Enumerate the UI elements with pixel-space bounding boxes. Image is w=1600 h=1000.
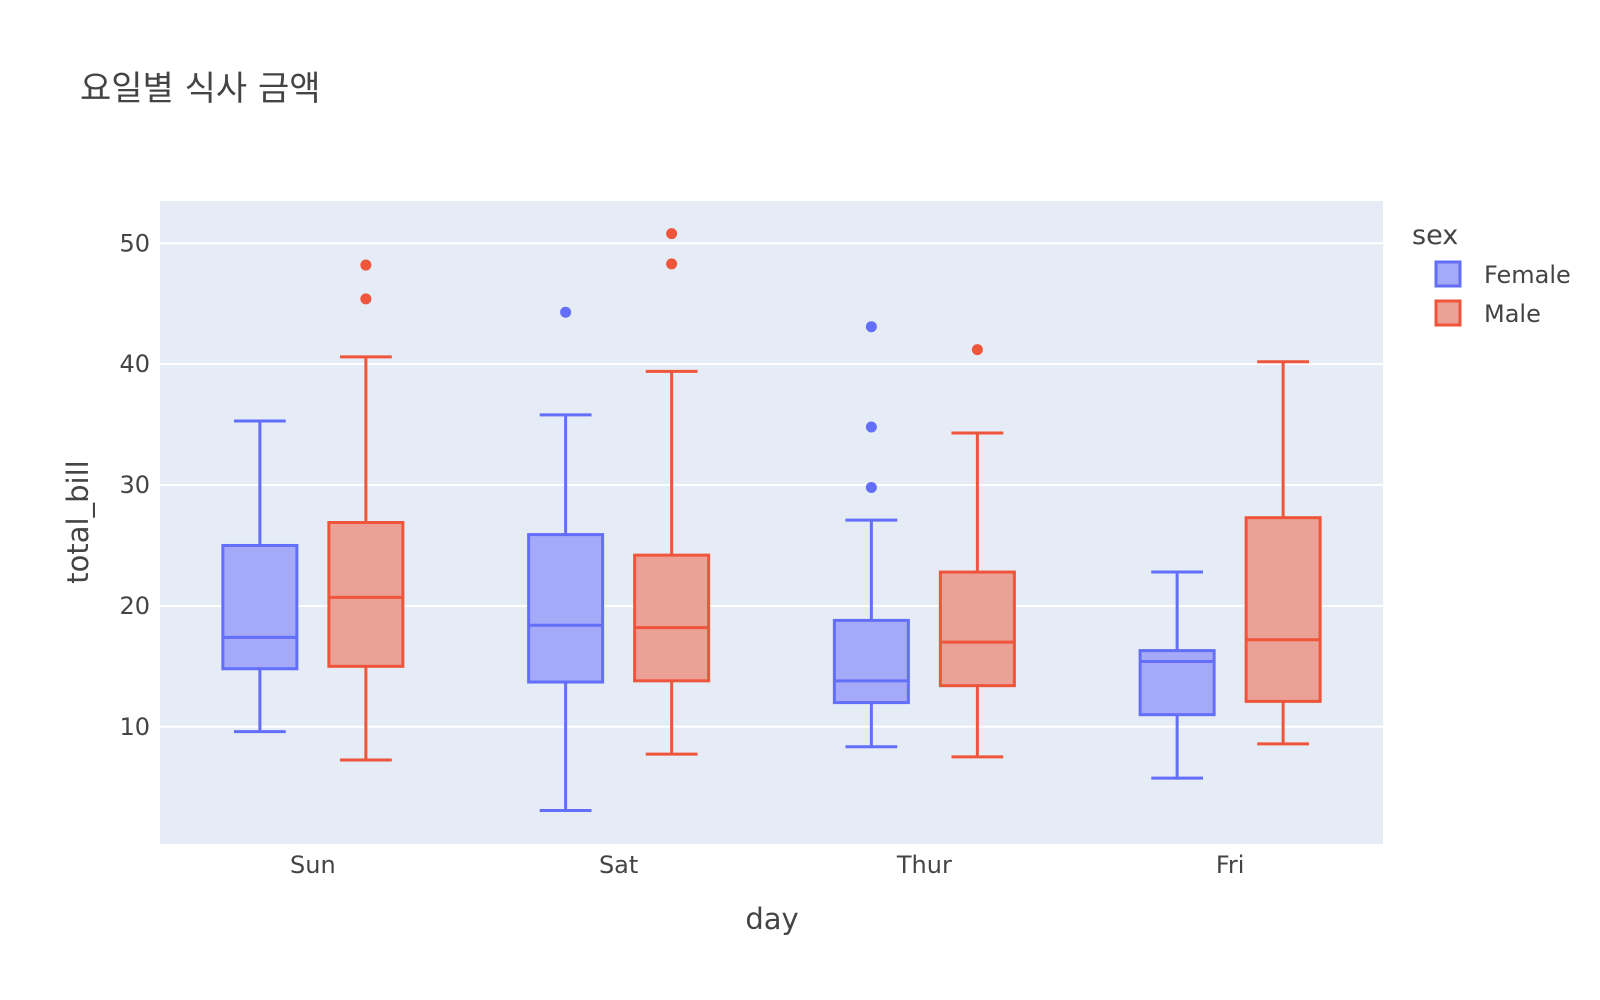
outlier-point [360,259,372,271]
box-female-fri [1138,570,1216,780]
outlier-point [971,344,983,356]
y-tick-label: 20 [119,592,150,620]
box-male-sun [327,259,405,762]
iqr-box [938,570,1016,688]
legend: sex Female Male [1412,220,1571,328]
y-tick-label: 30 [119,471,150,499]
iqr-box [527,533,605,684]
box-female-sat [527,306,605,813]
box-female-sun [221,419,299,734]
box-traces [221,228,1322,813]
y-tick-label: 10 [119,713,150,741]
box-male-thur [938,344,1016,759]
box-male-fri [1244,360,1322,746]
series-male [327,228,1322,762]
legend-label: Female [1484,261,1571,289]
chart-title: 요일별 식사 금액 [80,69,321,109]
x-tick-label: Sat [599,851,638,879]
box-male-sat [633,228,711,756]
outlier-point [865,421,877,433]
series-female [221,306,1216,813]
legend-item-male: Male [1434,299,1541,328]
outlier-point [666,228,678,240]
legend-swatch [1434,260,1462,288]
outlier-point [360,293,372,305]
iqr-box [221,543,299,671]
outlier-point [865,481,877,493]
y-tick-labels: 10 20 30 40 50 [119,229,150,740]
y-tick-label: 50 [119,229,150,257]
legend-title: sex [1412,220,1458,251]
x-tick-label: Sun [290,851,336,879]
x-tick-label: Fri [1216,851,1245,879]
iqr-box [327,521,405,668]
outlier-point [666,258,678,270]
x-tick-label: Thur [896,851,952,879]
legend-item-female: Female [1434,260,1571,289]
outlier-point [865,321,877,333]
y-tick-label: 40 [119,350,150,378]
x-axis-title: day [745,902,798,936]
iqr-box [832,618,910,705]
iqr-box [1244,516,1322,703]
outlier-point [560,306,572,318]
box-female-thur [832,321,910,749]
iqr-box [633,553,711,683]
x-tick-labels: Sun Sat Thur Fri [290,851,1244,879]
y-axis-title: total_bill [61,460,95,583]
legend-swatch [1434,299,1462,327]
legend-label: Male [1484,300,1541,328]
